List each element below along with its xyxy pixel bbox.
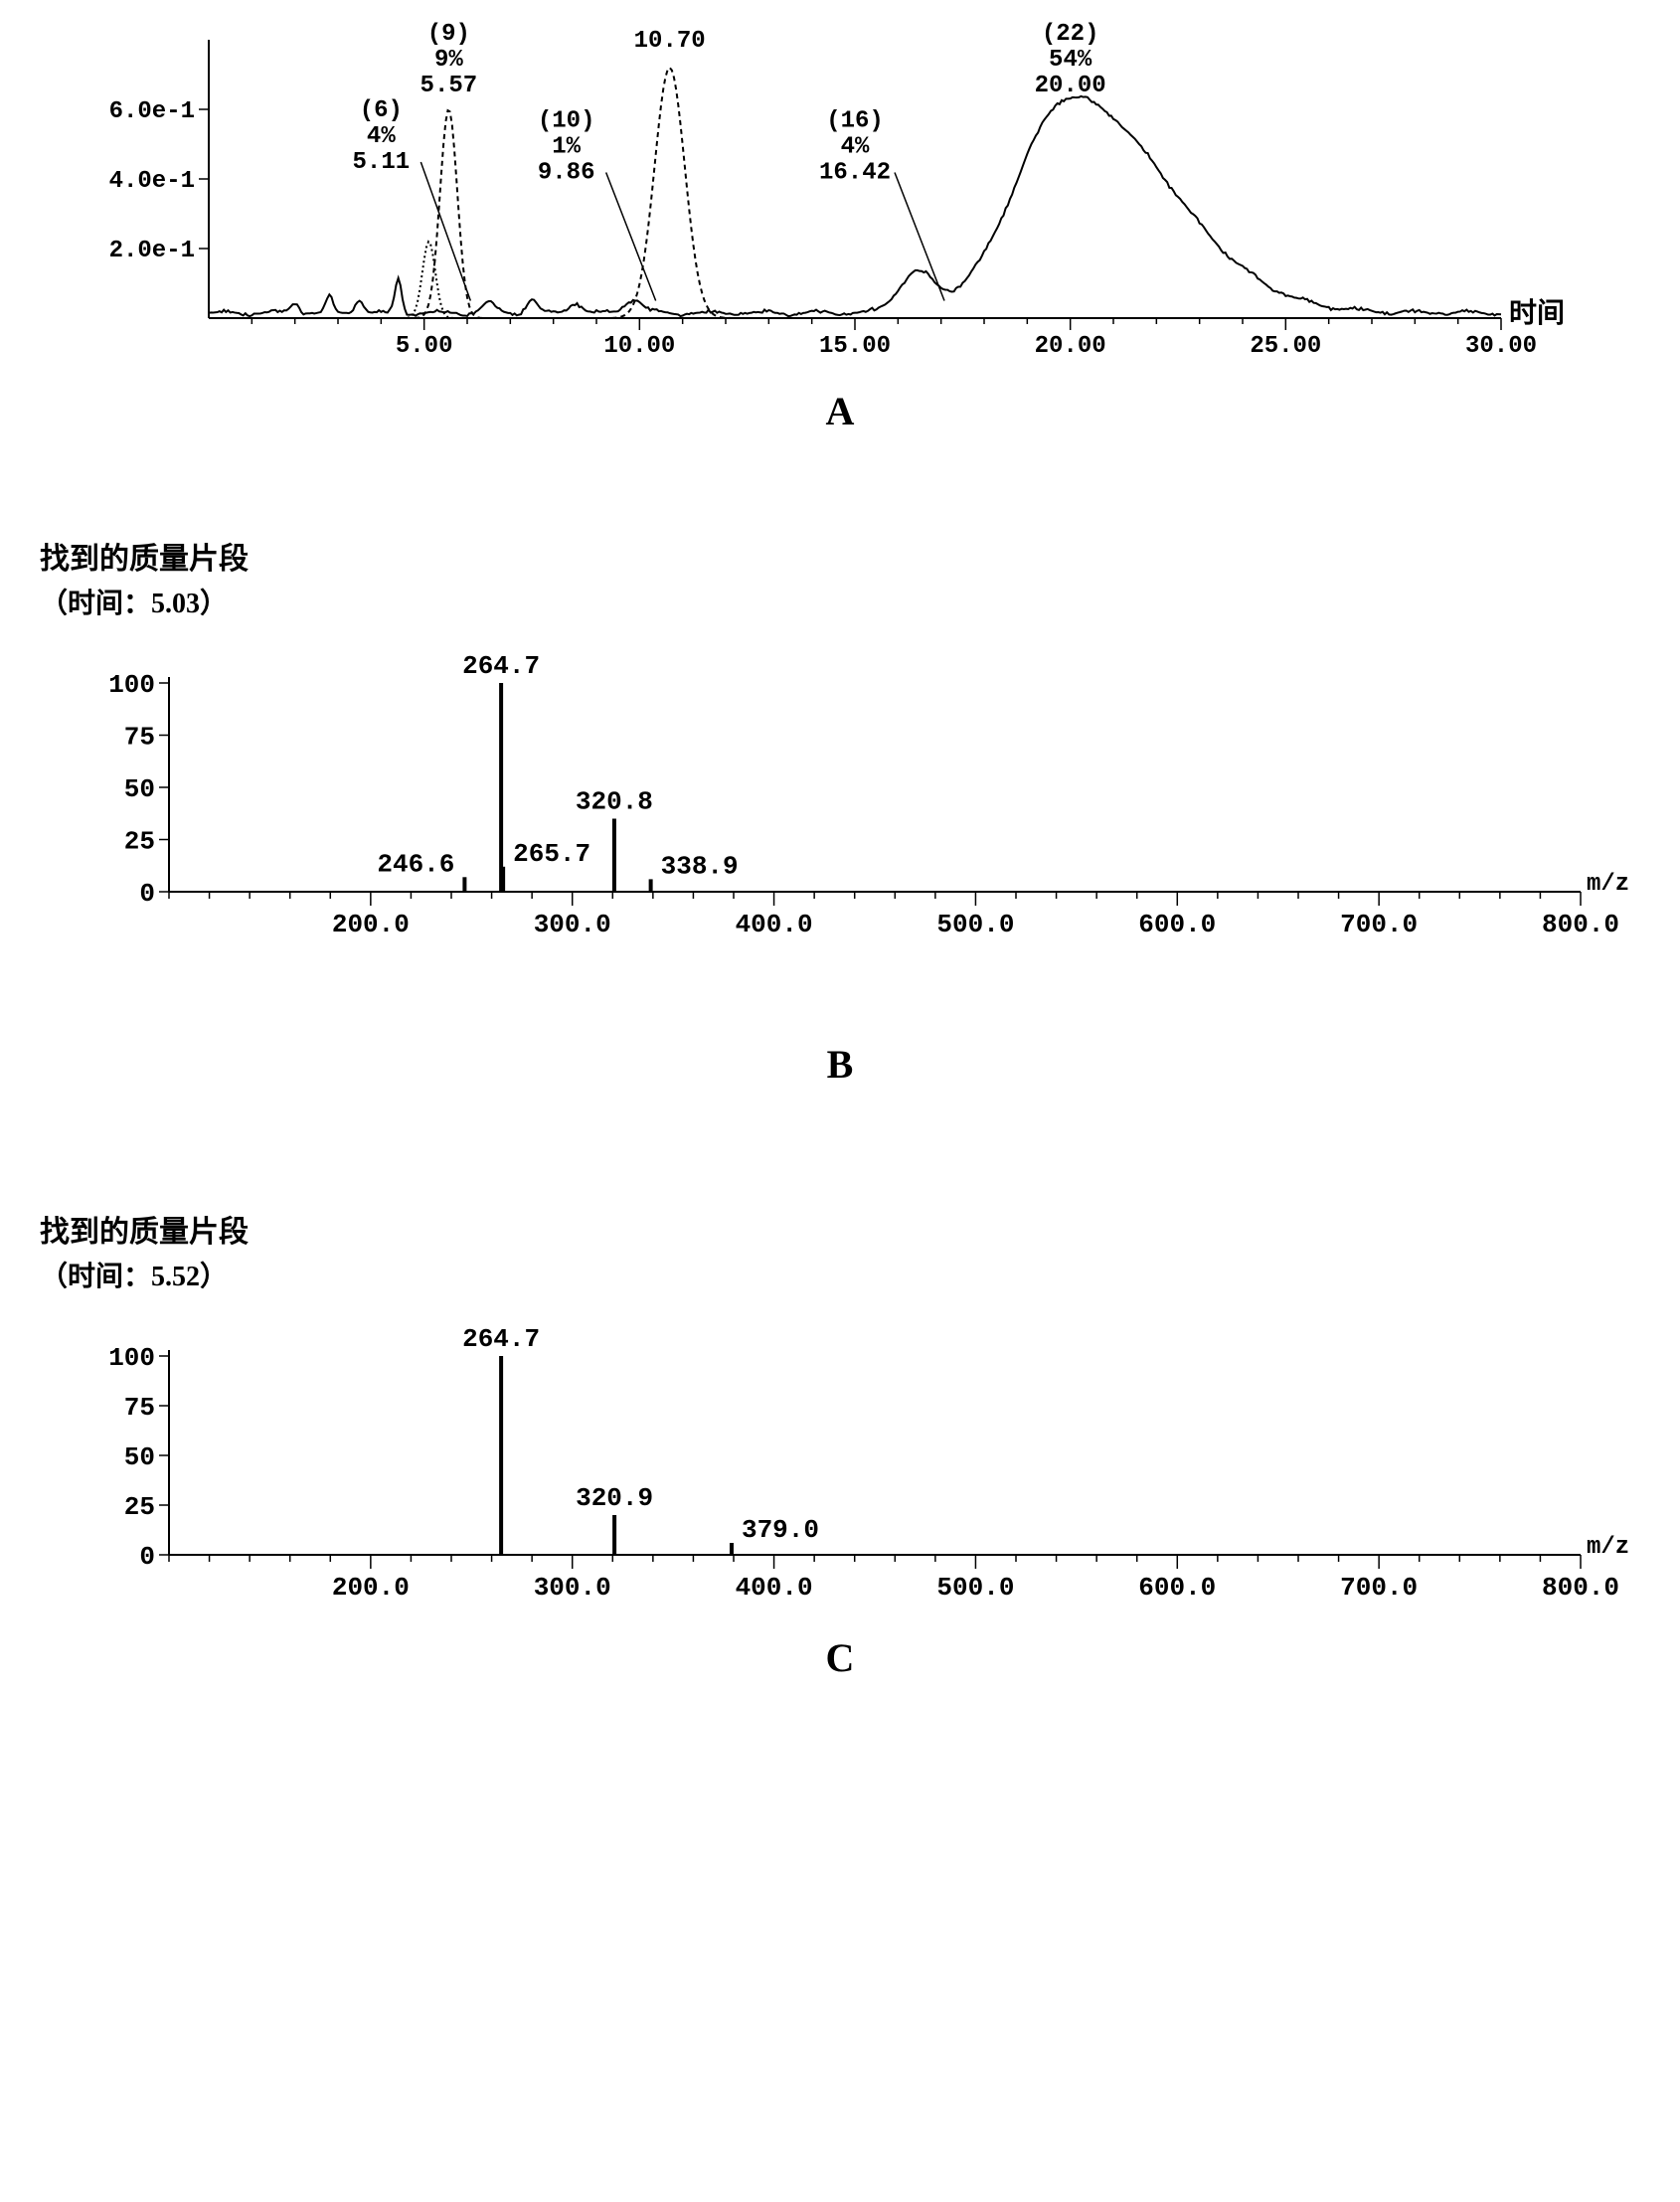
svg-text:m/z: m/z [1587, 871, 1629, 898]
svg-text:75: 75 [124, 1393, 155, 1423]
svg-text:4%: 4% [367, 123, 396, 150]
svg-text:6.0e-1: 6.0e-1 [109, 98, 195, 125]
svg-text:15.00: 15.00 [819, 333, 891, 360]
svg-text:265.7: 265.7 [513, 839, 590, 869]
svg-text:10.70: 10.70 [634, 28, 706, 55]
page: 2.0e-1 4.0e-1 6.0e-1 5.00 10.00 15.00 20.00 25.… [0, 0, 1680, 1810]
svg-text:600.0: 600.0 [1138, 910, 1216, 939]
svg-text:50: 50 [124, 774, 155, 804]
panel-b-label: B [30, 1041, 1650, 1088]
svg-text:25.00: 25.00 [1250, 333, 1321, 360]
svg-text:1%: 1% [552, 134, 581, 161]
svg-text:320.8: 320.8 [576, 787, 653, 817]
svg-text:246.6: 246.6 [377, 849, 454, 879]
svg-text:(16): (16) [826, 108, 884, 135]
svg-text:m/z: m/z [1587, 1534, 1629, 1561]
svg-text:4%: 4% [841, 134, 870, 161]
panel-c: 找到的质量片段 （时间：5.52） 0 25 50 75 100 200.0 300.0 40… [30, 1207, 1650, 1681]
chromatogram-chart: 2.0e-1 4.0e-1 6.0e-1 5.00 10.00 15.00 20.00 25.… [89, 20, 1581, 378]
panel-c-label: C [30, 1634, 1650, 1681]
svg-text:9.86: 9.86 [538, 160, 595, 187]
svg-text:(22): (22) [1042, 21, 1099, 48]
svg-text:500.0: 500.0 [936, 910, 1014, 939]
svg-text:320.9: 320.9 [576, 1483, 653, 1513]
svg-text:200.0: 200.0 [332, 910, 410, 939]
svg-text:800.0: 800.0 [1542, 910, 1619, 939]
svg-text:700.0: 700.0 [1340, 910, 1418, 939]
svg-text:300.0: 300.0 [534, 1573, 611, 1603]
svg-text:500.0: 500.0 [936, 1573, 1014, 1603]
svg-text:100: 100 [108, 1343, 155, 1373]
panel-a: 2.0e-1 4.0e-1 6.0e-1 5.00 10.00 15.00 20.00 25.… [30, 20, 1650, 434]
svg-text:5.11: 5.11 [353, 149, 411, 176]
svg-text:0: 0 [139, 1542, 155, 1572]
svg-text:75: 75 [124, 723, 155, 753]
svg-text:25: 25 [124, 1492, 155, 1522]
svg-text:100: 100 [108, 670, 155, 700]
svg-text:264.7: 264.7 [462, 651, 540, 681]
svg-text:700.0: 700.0 [1340, 1573, 1418, 1603]
svg-text:30.00: 30.00 [1465, 333, 1537, 360]
mass-spectrum-b: 0 25 50 75 100 200.0 300.0 400.0 500.0 600.0 700.0… [60, 633, 1650, 951]
svg-text:时间: 时间 [1509, 297, 1565, 331]
svg-text:16.42: 16.42 [819, 160, 891, 187]
svg-text:400.0: 400.0 [736, 910, 813, 939]
svg-text:600.0: 600.0 [1138, 1573, 1216, 1603]
panel-b-subtitle: （时间：5.03） [40, 582, 1650, 621]
svg-text:(6): (6) [360, 97, 403, 124]
svg-text:(10): (10) [538, 108, 595, 135]
svg-text:20.00: 20.00 [1035, 333, 1106, 360]
svg-text:(9): (9) [427, 21, 470, 48]
svg-text:20.00: 20.00 [1035, 73, 1106, 99]
svg-text:200.0: 200.0 [332, 1573, 410, 1603]
mass-spectrum-c: 0 25 50 75 100 200.0 300.0 400.0 500.0 600.0 700.0… [60, 1306, 1650, 1614]
svg-text:264.7: 264.7 [462, 1324, 540, 1354]
panel-b-title: 找到的质量片段 [40, 534, 1650, 578]
svg-text:5.00: 5.00 [396, 333, 453, 360]
svg-text:4.0e-1: 4.0e-1 [109, 168, 195, 195]
svg-text:2.0e-1: 2.0e-1 [109, 238, 195, 264]
svg-text:400.0: 400.0 [736, 1573, 813, 1603]
svg-text:9%: 9% [434, 47, 463, 74]
svg-text:379.0: 379.0 [742, 1515, 819, 1545]
panel-a-label: A [30, 388, 1650, 434]
svg-text:25: 25 [124, 827, 155, 857]
panel-c-subtitle: （时间：5.52） [40, 1255, 1650, 1294]
svg-text:50: 50 [124, 1442, 155, 1472]
svg-text:5.57: 5.57 [420, 73, 478, 99]
panel-c-title: 找到的质量片段 [40, 1207, 1650, 1251]
panel-b: 找到的质量片段 （时间：5.03） 0 25 50 75 100 200.0 300.0 40… [30, 534, 1650, 1088]
svg-text:800.0: 800.0 [1542, 1573, 1619, 1603]
svg-text:54%: 54% [1049, 47, 1092, 74]
svg-text:338.9: 338.9 [661, 851, 739, 881]
svg-text:10.00: 10.00 [603, 333, 675, 360]
svg-text:0: 0 [139, 879, 155, 909]
svg-text:300.0: 300.0 [534, 910, 611, 939]
